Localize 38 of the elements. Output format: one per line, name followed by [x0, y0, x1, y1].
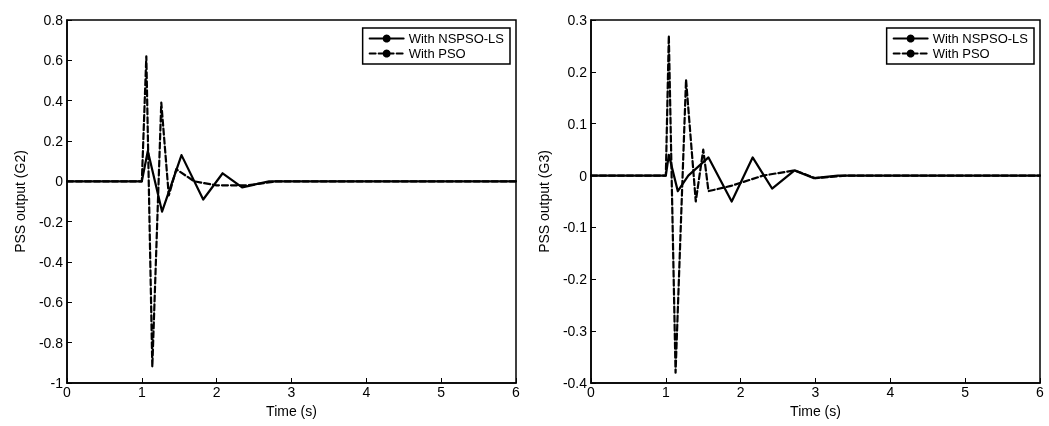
x-axis-title: Time (s) — [266, 402, 317, 419]
y-tick-label: 0 — [579, 167, 588, 184]
y-tick-label: 0 — [55, 173, 64, 190]
x-tick-label: 5 — [961, 384, 970, 400]
x-axis-title: Time (s) — [790, 402, 841, 419]
y-axis-title: PSS output (G2) — [12, 150, 28, 253]
y-tick-label: 0.1 — [567, 115, 588, 132]
y-tick-label: -0.3 — [562, 323, 588, 340]
legend-label: With PSO — [408, 46, 466, 61]
y-tick-label: 0.2 — [567, 63, 588, 80]
x-tick-label: 1 — [661, 384, 670, 400]
x-tick-label: 2 — [212, 384, 221, 400]
x-tick-label: 5 — [437, 384, 446, 400]
x-tick-label: 4 — [886, 384, 895, 400]
y-tick-label: -0.1 — [562, 219, 588, 236]
y-tick-label: 0.6 — [43, 52, 64, 69]
y-tick-label: -0.4 — [38, 254, 64, 270]
y-tick-label: -0.2 — [38, 213, 64, 230]
x-tick-label: 4 — [362, 384, 371, 400]
y-tick-label: 0.2 — [43, 133, 64, 149]
x-tick-label: 3 — [811, 384, 820, 400]
y-tick-label: 0.3 — [567, 12, 588, 28]
y-tick-label: 0.8 — [43, 12, 64, 28]
y-tick-label: -0.6 — [38, 294, 64, 311]
x-tick-label: 6 — [512, 384, 521, 400]
y-tick-label: -1 — [50, 375, 64, 391]
legend-label: With PSO — [932, 46, 990, 61]
y-axis-title: PSS output (G3) — [536, 150, 552, 253]
legend-label: With NSPSO-LS — [932, 31, 1029, 46]
y-tick-label: -0.4 — [562, 375, 588, 391]
x-tick-label: 2 — [736, 384, 745, 400]
x-tick-label: 6 — [1036, 384, 1045, 400]
y-tick-label: -0.8 — [38, 334, 64, 351]
y-tick-label: 0.4 — [43, 92, 64, 109]
x-tick-label: 3 — [287, 384, 296, 400]
x-tick-label: 1 — [137, 384, 146, 400]
y-tick-label: -0.2 — [562, 271, 588, 288]
legend-label: With NSPSO-LS — [408, 31, 505, 46]
